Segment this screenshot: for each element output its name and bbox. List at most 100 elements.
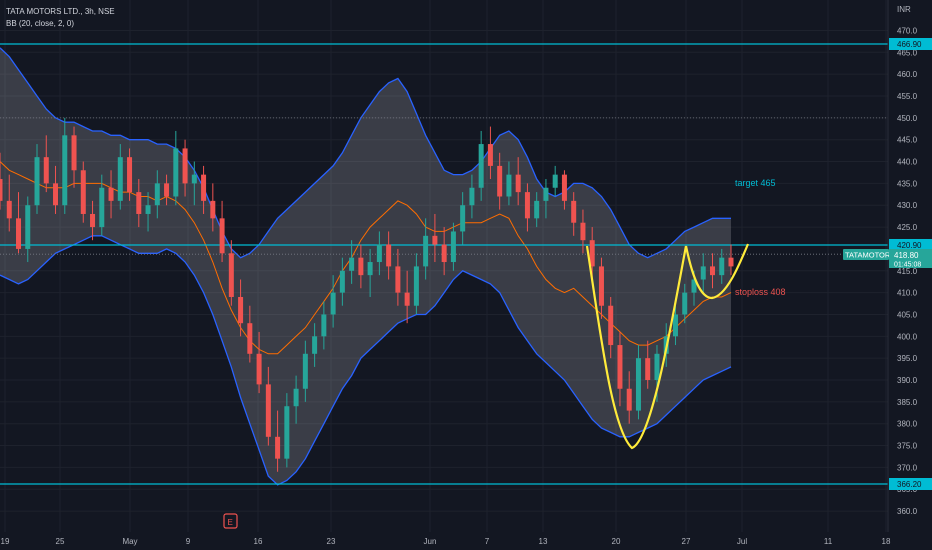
candle-body: [478, 144, 484, 188]
time-tick-label: 20: [612, 537, 621, 546]
candle-body: [6, 200, 12, 219]
candle-body: [709, 266, 715, 276]
price-tick-label: 465.0: [897, 48, 918, 57]
candle-body: [635, 358, 641, 411]
candle-body: [432, 235, 438, 245]
time-tick-label: 13: [539, 537, 548, 546]
symbol-badge-box: [843, 249, 889, 260]
indicator-legend[interactable]: BB (20, close, 2, 0): [6, 19, 75, 28]
candle-body: [672, 314, 678, 337]
candle-body: [228, 253, 234, 297]
time-axis[interactable]: 19 25 May 9 16 23 Jun 7 13 20 27 Jul 11 18: [1, 537, 891, 546]
candle-body: [293, 388, 299, 407]
price-tick-label: 455.0: [897, 92, 918, 101]
price-tick-label: 360.0: [897, 507, 918, 516]
candle-body: [349, 257, 355, 271]
bollinger-upper-line: [0, 47, 731, 259]
earnings-marker-letter[interactable]: E: [228, 518, 233, 527]
candle-body: [719, 257, 725, 276]
price-tick-label: 445.0: [897, 136, 918, 145]
candle-body: [108, 187, 114, 201]
candle-body: [330, 292, 336, 315]
candle-body: [404, 292, 410, 306]
time-tick-label: 19: [1, 537, 10, 546]
price-tick-label: 435.0: [897, 179, 918, 188]
candle-body: [728, 257, 734, 267]
candle-body: [358, 257, 364, 276]
candle-body: [395, 266, 401, 293]
candle-body: [682, 292, 688, 315]
candle-body: [515, 174, 521, 193]
candle-body: [552, 174, 558, 188]
price-tick-label: 375.0: [897, 442, 918, 451]
candle-body: [524, 192, 530, 219]
candle-body: [99, 187, 105, 228]
candle-body: [645, 358, 651, 381]
cup-left-curve[interactable]: [585, 245, 688, 450]
candle-body: [145, 205, 151, 214]
price-tick-label: 425.0: [897, 223, 918, 232]
candle-body: [561, 174, 567, 201]
candle-body: [339, 270, 345, 293]
stoploss-annotation[interactable]: stoploss 408: [735, 287, 786, 297]
symbol-badge-text: TATAMOTORS: [845, 251, 895, 260]
price-tick-label: 405.0: [897, 310, 918, 319]
candle-body: [136, 192, 142, 214]
time-tick-label: 16: [254, 537, 263, 546]
candle-body: [164, 183, 170, 197]
candle-body: [654, 353, 660, 381]
price-badge-label: 420.90: [897, 241, 922, 250]
candle-body: [247, 323, 253, 354]
price-tick-label: 395.0: [897, 354, 918, 363]
candle-body: [413, 266, 419, 306]
candle-body: [469, 187, 475, 206]
time-tick-label: 27: [682, 537, 691, 546]
candle-body: [284, 406, 290, 459]
time-tick-label: Jun: [424, 537, 437, 546]
target-annotation[interactable]: target 465: [735, 178, 776, 188]
candle-body: [626, 388, 632, 411]
cup-and-handle-drawing[interactable]: [585, 243, 750, 450]
price-tick-label: 380.0: [897, 420, 918, 429]
candle-body: [173, 148, 179, 197]
candle-body: [201, 174, 207, 201]
candle-body: [0, 179, 3, 201]
candle-body: [43, 157, 49, 184]
price-tick-label: 440.0: [897, 158, 918, 167]
symbol-legend[interactable]: TATA MOTORS LTD., 3h, NSE: [6, 7, 115, 16]
candle-body: [543, 187, 549, 201]
price-badge-support-bottom: [889, 478, 932, 490]
candle-body: [62, 135, 68, 206]
candle-body: [53, 183, 59, 206]
price-badge-value: 418.80: [894, 251, 919, 260]
time-tick-label: 7: [485, 537, 490, 546]
earnings-marker-box[interactable]: [223, 513, 238, 529]
price-badge-countdown: 01:45:08: [894, 262, 921, 269]
price-tick-label: 400.0: [897, 332, 918, 341]
handle-curve[interactable]: [684, 243, 750, 300]
candle-body: [617, 345, 623, 389]
candle-body: [302, 353, 308, 389]
candle-body: [71, 135, 77, 171]
price-tick-label: 390.0: [897, 376, 918, 385]
candle-body: [580, 222, 586, 241]
price-axis[interactable]: INR 470.0 465.0 460.0 455.0 450.0 445.0 440.0 4…: [897, 5, 918, 516]
price-tick-label: 385.0: [897, 398, 918, 407]
candle-body: [25, 205, 31, 249]
price-badge-neckline: [889, 238, 932, 251]
earnings-marker[interactable]: E: [223, 513, 238, 529]
price-tick-label: 450.0: [897, 114, 918, 123]
candle-body: [534, 200, 540, 219]
price-badge-label: 366.20: [897, 480, 922, 489]
price-tick-label: 460.0: [897, 70, 918, 79]
candle-body: [256, 353, 262, 385]
candle-body: [506, 174, 512, 197]
candle-body: [312, 336, 318, 354]
time-tick-label: 11: [824, 537, 833, 546]
price-tick-label: 470.0: [897, 26, 918, 35]
currency-label: INR: [897, 5, 911, 14]
symbol-price-badge: TATAMOTORS 418.80 01:45:08: [843, 249, 932, 269]
